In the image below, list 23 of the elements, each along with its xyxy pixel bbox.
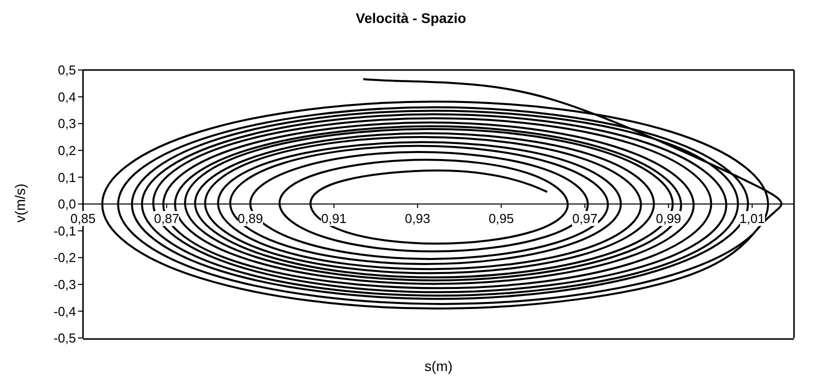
y-tick-label: -0,5 bbox=[54, 330, 76, 346]
chart-title: Velocità - Spazio bbox=[354, 10, 468, 26]
x-tick-label: 0,97 bbox=[572, 211, 598, 226]
x-tick-label: 0,95 bbox=[488, 211, 514, 226]
y-tick-label: -0,4 bbox=[54, 304, 76, 319]
x-tick-label: 0,87 bbox=[154, 211, 180, 226]
y-tick-label: 0,4 bbox=[58, 89, 76, 104]
y-tick-label: 0,5 bbox=[58, 62, 76, 78]
y-tick-label: 0,0 bbox=[58, 196, 76, 212]
y-tick-label: -0,2 bbox=[54, 250, 76, 266]
x-tick-label: 0,91 bbox=[321, 211, 347, 226]
y-tick-label: -0,3 bbox=[54, 277, 76, 292]
y-tick-label: -0,1 bbox=[54, 223, 76, 238]
x-tick-label: 0,85 bbox=[70, 211, 96, 226]
x-tick-label: 0,93 bbox=[404, 211, 430, 226]
x-axis-title: s(m) bbox=[424, 358, 454, 374]
x-tick-label: 1,01 bbox=[740, 211, 765, 226]
y-tick-label: 0,2 bbox=[58, 143, 76, 158]
y-axis-title: v(m/s) bbox=[12, 182, 29, 224]
x-tick-label: 0,99 bbox=[656, 211, 682, 226]
y-tick-label: 0,1 bbox=[58, 170, 76, 185]
y-tick-label: 0,3 bbox=[58, 116, 76, 132]
x-tick-label: 0,89 bbox=[238, 211, 263, 226]
